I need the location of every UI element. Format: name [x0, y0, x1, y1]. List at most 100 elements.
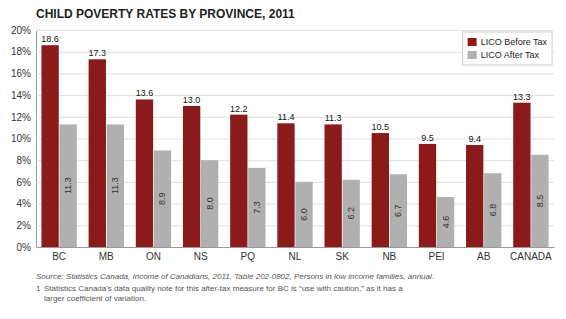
x-axis-line — [37, 247, 555, 248]
data-label: 12.2 — [230, 104, 248, 114]
grid-line — [36, 73, 554, 74]
legend-item: LICO After Tax — [468, 50, 540, 60]
y-tick-label: 0% — [17, 242, 32, 253]
x-tick-label: PEI — [428, 251, 444, 262]
y-tick-label: 10% — [11, 133, 31, 144]
data-label: 13.0 — [183, 95, 201, 105]
data-label: 6.7 — [393, 204, 403, 217]
x-tick: NL — [289, 251, 302, 262]
x-tick-label: MB — [99, 251, 114, 262]
x-tick: SK — [336, 251, 350, 262]
legend-label: LICO After Tax — [481, 50, 540, 60]
bar — [324, 124, 341, 247]
data-label: 11.3 — [325, 113, 342, 123]
x-tick-label: ON — [146, 251, 161, 262]
source-note: Source: Statistics Canada, Income of Can… — [36, 272, 434, 281]
data-label: 13.3 — [513, 92, 531, 102]
legend: LICO Before Tax LICO After Tax — [463, 32, 552, 65]
y-tick-label: 2% — [17, 220, 32, 231]
y-tick-label: 4% — [17, 198, 32, 209]
bar — [343, 180, 360, 247]
x-tick-label: PQ — [241, 251, 256, 262]
data-label: 11.3 — [110, 177, 120, 194]
y-tick-label: 12% — [11, 112, 31, 123]
chart-container: CHILD POVERTY RATES BY PROVINCE, 2011 0% 2… — [0, 0, 566, 319]
data-label: 6.8 — [488, 204, 498, 217]
y-axis: 0% 2% 4% 6% 8% 10% 12% 14% 16% 18% 20% — [11, 25, 554, 253]
bar — [419, 144, 436, 247]
bar — [390, 174, 407, 247]
data-label: 8.5 — [535, 195, 545, 208]
bar — [437, 197, 454, 247]
legend-frame — [463, 32, 552, 65]
legend-item: LICO Before Tax — [468, 37, 548, 47]
footnote-line: larger coefficient of variation. — [44, 294, 146, 303]
data-label: 8.9 — [157, 192, 167, 205]
x-tick: NS — [194, 251, 208, 262]
x-tick-label: NL — [289, 251, 302, 262]
legend-swatch — [468, 51, 477, 59]
bar — [89, 59, 106, 247]
data-label: 6.0 — [299, 208, 309, 221]
y-tick-label: 18% — [11, 46, 31, 57]
data-label: 17.3 — [89, 48, 107, 58]
x-tick-label: BC — [52, 251, 66, 262]
y-tick-label: 16% — [11, 68, 31, 79]
data-label: 11.4 — [278, 112, 295, 122]
x-tick: BC — [52, 251, 66, 262]
grid-line — [36, 247, 554, 248]
y-tick-label: 8% — [17, 155, 32, 166]
x-tick: CANADA — [510, 251, 552, 262]
bar-series — [59, 124, 548, 247]
data-label: 13.6 — [136, 88, 154, 98]
data-label: 9.5 — [421, 133, 434, 143]
chart-title: CHILD POVERTY RATES BY PROVINCE, 2011 — [36, 7, 295, 21]
bars — [41, 45, 548, 247]
bar — [230, 115, 247, 247]
x-tick: NB — [382, 251, 396, 262]
data-label: 8.0 — [205, 197, 215, 210]
x-tick-label: NS — [194, 251, 208, 262]
x-axis: BC MB ON NS PQ NL SK NB PEI AB CANADA — [37, 248, 555, 263]
y-tick-label: 14% — [11, 90, 31, 101]
footnote-text: Statistics Canada's data quality note fo… — [44, 284, 403, 303]
plot-area: 0% 2% 4% 6% 8% 10% 12% 14% 16% 18% 20% BC MB ON NS PQ NL… — [11, 25, 555, 262]
bar — [277, 123, 294, 247]
footnote-number: 1 — [36, 284, 41, 293]
bar — [372, 133, 389, 247]
bar — [136, 99, 153, 247]
legend-swatch — [468, 38, 477, 46]
x-tick-label: CANADA — [510, 251, 552, 262]
bar — [201, 160, 218, 247]
x-tick-label: AB — [477, 251, 491, 262]
data-label: 9.4 — [468, 134, 481, 144]
bar — [59, 124, 76, 247]
data-label: 10.5 — [372, 122, 390, 132]
x-tick: PEI — [428, 251, 444, 262]
footnote-line: Statistics Canada's data quality note fo… — [44, 284, 403, 293]
data-label: 7.3 — [252, 201, 262, 214]
bar — [484, 173, 501, 247]
y-tick-label: 6% — [17, 177, 32, 188]
grid-line — [36, 117, 554, 118]
x-tick: PQ — [241, 251, 256, 262]
bar — [107, 124, 124, 247]
bar — [248, 168, 265, 247]
bar — [531, 155, 548, 247]
x-tick: ON — [146, 251, 161, 262]
bar — [154, 150, 171, 247]
bar — [513, 103, 530, 247]
grid-line — [36, 95, 554, 96]
x-tick: AB — [477, 251, 491, 262]
chart-svg: CHILD POVERTY RATES BY PROVINCE, 2011 0% 2… — [0, 0, 566, 319]
bar — [183, 106, 200, 247]
bar — [295, 182, 312, 247]
x-tick-label: NB — [382, 251, 396, 262]
grid-line — [36, 30, 554, 31]
y-tick-label: 20% — [11, 25, 31, 36]
x-tick-label: SK — [336, 251, 350, 262]
bar — [466, 145, 483, 247]
data-label: 4.6 — [441, 216, 451, 229]
data-label: 6.2 — [346, 207, 356, 220]
x-tick: MB — [99, 251, 114, 262]
